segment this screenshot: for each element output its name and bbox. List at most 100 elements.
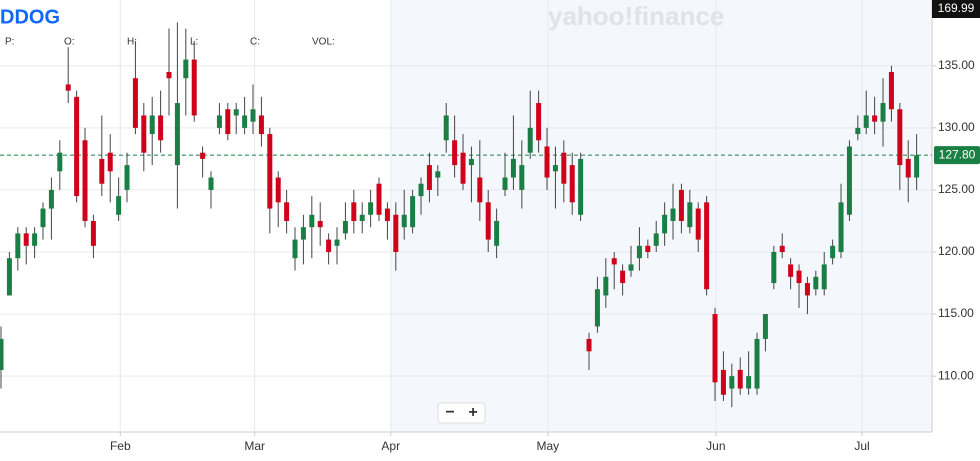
candle-body — [208, 177, 214, 190]
candle-body — [720, 369, 726, 395]
candle-body — [90, 220, 96, 246]
candle-body — [737, 369, 743, 389]
candle-body — [443, 115, 449, 141]
candle-body — [124, 165, 130, 190]
candle-body — [284, 202, 290, 221]
candle-body — [494, 220, 500, 246]
candle-body — [250, 109, 256, 122]
candle-body — [460, 152, 466, 184]
x-tick-label: May — [537, 439, 560, 453]
candle-body — [368, 202, 374, 215]
candle-body — [888, 72, 894, 110]
candle-body — [914, 155, 920, 178]
candle-body — [527, 127, 533, 153]
candle-body — [410, 196, 416, 228]
candle-body — [830, 245, 836, 259]
candle-body — [401, 214, 407, 228]
candle-body — [704, 202, 710, 290]
candle-body — [149, 115, 155, 135]
top-flag-label: 169.99 — [938, 1, 975, 15]
candle-body — [233, 109, 239, 116]
candle-body — [174, 103, 180, 166]
candle-body — [536, 103, 542, 141]
candle-body — [107, 152, 113, 172]
x-tick-label: Feb — [110, 439, 131, 453]
candle-body — [678, 189, 684, 221]
candle-body — [796, 270, 802, 284]
candle-body — [552, 165, 558, 172]
candle-body — [569, 165, 575, 203]
candle-body — [15, 233, 21, 259]
candle-body — [477, 177, 483, 203]
candle-body — [166, 72, 172, 79]
candle-body — [762, 314, 768, 339]
candle-body — [746, 376, 752, 389]
ohlc-label: H: — [127, 37, 137, 48]
candle-body — [662, 214, 668, 234]
candle-body — [242, 115, 248, 128]
candle-body — [65, 84, 71, 91]
candle-body — [82, 140, 88, 221]
candle-body — [292, 239, 298, 259]
candle-body — [6, 258, 12, 296]
candle-body — [275, 177, 281, 203]
candle-body — [326, 239, 332, 252]
y-tick-label: 120.00 — [938, 244, 975, 258]
candle-body — [40, 208, 46, 228]
watermark: yahoo!finance — [548, 1, 724, 31]
candle-body — [74, 96, 80, 197]
ohlc-label: O: — [64, 37, 75, 48]
candle-body — [258, 115, 264, 135]
candle-body — [636, 245, 642, 259]
candle-body — [300, 227, 306, 240]
candle-body — [216, 115, 222, 128]
candle-body — [200, 152, 206, 159]
candle-body — [788, 264, 794, 277]
y-tick-label: 130.00 — [938, 120, 975, 134]
zoom-button[interactable]: + — [468, 404, 477, 421]
candle-body — [670, 208, 676, 221]
zoom-button[interactable]: − — [445, 404, 454, 421]
candle-body — [376, 183, 382, 215]
candle-body — [813, 276, 819, 290]
candle-body — [771, 252, 777, 284]
candle-body — [426, 165, 432, 190]
candle-body — [754, 338, 760, 389]
candle-body — [351, 202, 357, 221]
candle-body — [729, 376, 735, 389]
candle-body — [712, 314, 718, 383]
candle-body — [23, 233, 29, 246]
candle-body — [334, 239, 340, 246]
candle-body — [653, 233, 659, 246]
candle-body — [695, 208, 701, 240]
x-tick-label: Apr — [381, 439, 400, 453]
current-price-label: 127.80 — [939, 147, 976, 161]
x-tick-label: Mar — [244, 439, 265, 453]
candle-body — [880, 103, 886, 122]
candle-body — [418, 183, 424, 197]
candle-body — [116, 196, 122, 215]
y-tick-label: 125.00 — [938, 182, 975, 196]
candle-body — [359, 214, 365, 221]
ticker-title: DDOG — [0, 6, 60, 28]
candle-body — [342, 220, 348, 234]
x-tick-label: Jun — [706, 439, 725, 453]
candle-body — [48, 189, 54, 209]
candle-body — [905, 158, 911, 178]
candle-body — [132, 78, 138, 128]
ohlc-label: L: — [190, 37, 198, 48]
x-tick-label: Jul — [854, 439, 869, 453]
candle-body — [779, 245, 785, 252]
candle-body — [628, 264, 634, 271]
y-tick-label: 115.00 — [938, 306, 974, 320]
current-price-flag — [934, 146, 980, 165]
candles — [0, 22, 920, 408]
y-tick-label: 110.00 — [938, 368, 974, 382]
candle-body — [578, 158, 584, 215]
candle-body — [821, 264, 827, 290]
candle-body — [838, 202, 844, 252]
candle-body — [452, 140, 458, 166]
candle-body — [317, 220, 323, 228]
ohlc-label: P: — [5, 37, 14, 48]
